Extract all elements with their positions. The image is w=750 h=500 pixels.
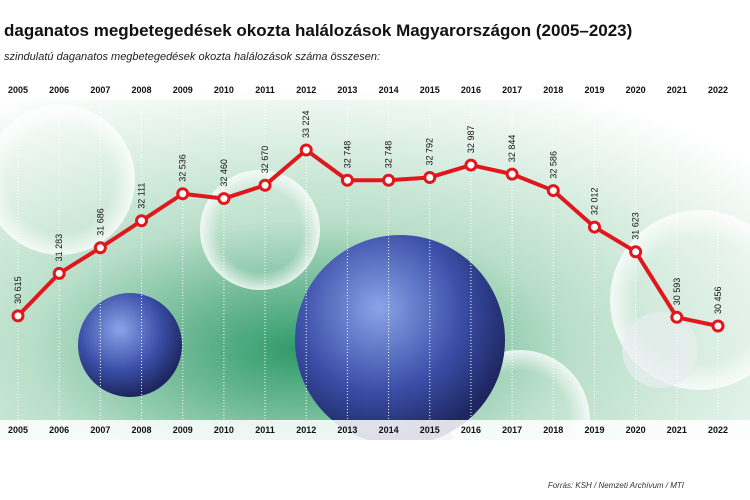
x-tick-label: 2016 bbox=[461, 85, 481, 95]
x-tick-label: 2013 bbox=[337, 85, 357, 95]
value-label: 32 670 bbox=[260, 146, 270, 174]
point bbox=[546, 184, 560, 198]
value-label: 32 987 bbox=[466, 126, 476, 154]
point bbox=[587, 220, 601, 234]
value-label: 32 844 bbox=[507, 135, 517, 163]
point bbox=[11, 309, 25, 323]
x-tick-label: 2013 bbox=[337, 425, 357, 435]
point bbox=[176, 187, 190, 201]
point bbox=[423, 170, 437, 184]
x-tick-label: 2008 bbox=[132, 425, 152, 435]
x-tick-label: 2012 bbox=[296, 85, 316, 95]
x-tick-label: 2019 bbox=[584, 425, 604, 435]
value-label: 32 460 bbox=[219, 159, 229, 187]
x-tick-label: 2007 bbox=[90, 85, 110, 95]
x-tick-label: 2005 bbox=[8, 425, 28, 435]
year-band bbox=[0, 420, 750, 440]
x-tick-label: 2017 bbox=[502, 85, 522, 95]
x-tick-label: 2018 bbox=[543, 85, 563, 95]
value-label: 31 623 bbox=[631, 212, 641, 240]
value-label: 32 748 bbox=[384, 141, 394, 169]
x-tick-label: 2010 bbox=[214, 85, 234, 95]
point bbox=[670, 310, 684, 324]
value-label: 32 792 bbox=[425, 138, 435, 166]
point bbox=[217, 192, 231, 206]
value-label: 32 012 bbox=[589, 188, 599, 216]
line bbox=[16, 148, 719, 328]
x-tick-label: 2015 bbox=[420, 425, 440, 435]
x-tick-label: 2021 bbox=[667, 425, 687, 435]
x-tick-label: 2012 bbox=[296, 425, 316, 435]
point bbox=[52, 266, 66, 280]
decor bbox=[622, 312, 698, 388]
x-tick-label: 2017 bbox=[502, 425, 522, 435]
x-tick-label: 2015 bbox=[420, 85, 440, 95]
decor bbox=[78, 293, 182, 397]
point bbox=[505, 167, 519, 181]
x-tick-label: 2014 bbox=[379, 85, 399, 95]
value-label: 31 283 bbox=[54, 234, 64, 262]
footer-bg bbox=[0, 440, 750, 500]
year-band bbox=[0, 80, 750, 100]
value-label: 32 748 bbox=[342, 141, 352, 169]
point bbox=[711, 319, 725, 333]
plot: 2005 2005 2006 2006 2007 2007 2008 2008 2009 2009… bbox=[0, 80, 750, 440]
x-tick-label: 2009 bbox=[173, 425, 193, 435]
x-tick-label: 2020 bbox=[626, 425, 646, 435]
point bbox=[464, 158, 478, 172]
value-label: 31 686 bbox=[95, 208, 105, 236]
x-tick-label: 2005 bbox=[8, 85, 28, 95]
x-tick-label: 2022 bbox=[708, 425, 728, 435]
chart-title: daganatos megbetegedések okozta halálozá… bbox=[4, 21, 632, 40]
value-label: 30 615 bbox=[13, 276, 23, 304]
x-tick-label: 2010 bbox=[214, 425, 234, 435]
value-label: 30 456 bbox=[713, 286, 723, 314]
x-tick-label: 2011 bbox=[255, 85, 275, 95]
point bbox=[93, 241, 107, 255]
chart-subtitle: szindulatú daganatos megbetegedések okoz… bbox=[4, 51, 380, 63]
decor bbox=[295, 235, 505, 445]
decor bbox=[0, 105, 135, 255]
point bbox=[258, 178, 272, 192]
x-tick-label: 2008 bbox=[132, 85, 152, 95]
value-label: 32 586 bbox=[548, 151, 558, 179]
x-tick-label: 2009 bbox=[173, 85, 193, 95]
x-tick-label: 2021 bbox=[667, 85, 687, 95]
x-tick-label: 2020 bbox=[626, 85, 646, 95]
x-tick-label: 2007 bbox=[90, 425, 110, 435]
point bbox=[340, 173, 354, 187]
x-tick-label: 2006 bbox=[49, 85, 69, 95]
x-tick-label: 2018 bbox=[543, 425, 563, 435]
x-tick-label: 2014 bbox=[379, 425, 399, 435]
value-label: 33 224 bbox=[301, 110, 311, 138]
point bbox=[299, 143, 313, 157]
x-tick-label: 2016 bbox=[461, 425, 481, 435]
value-label: 30 593 bbox=[672, 278, 682, 306]
x-tick-label: 2011 bbox=[255, 425, 275, 435]
value-label: 32 536 bbox=[178, 154, 188, 182]
x-tick-label: 2019 bbox=[584, 85, 604, 95]
source: Forrás: KSH / Nemzeti Archívum / MTI bbox=[548, 481, 685, 490]
x-tick-label: 2022 bbox=[708, 85, 728, 95]
point bbox=[382, 173, 396, 187]
point bbox=[629, 245, 643, 259]
point bbox=[135, 214, 149, 228]
x-tick-label: 2006 bbox=[49, 425, 69, 435]
value-label: 32 111 bbox=[137, 183, 147, 209]
